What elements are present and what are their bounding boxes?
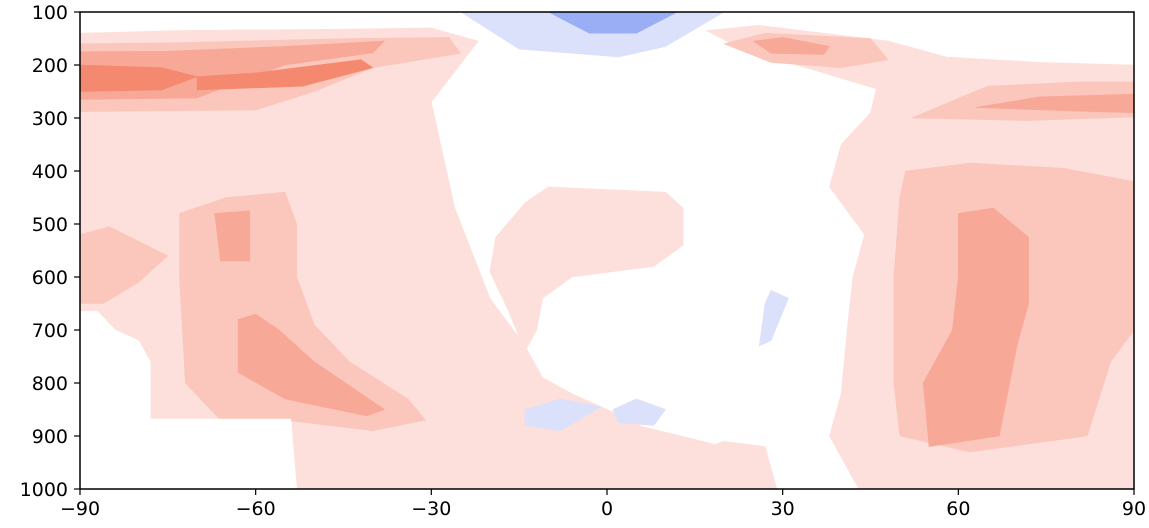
- y-tick-label: 500: [32, 214, 68, 236]
- contour-region-level-neg1-20: [524, 398, 602, 432]
- y-tick-label: 1000: [20, 479, 68, 501]
- y-tick-label: 700: [32, 320, 68, 342]
- plot-area: [80, 12, 1134, 489]
- contour-region-level-pos3-15: [922, 207, 1029, 447]
- contour-region-level-pos1-2: [489, 186, 684, 352]
- x-tick-label: 0: [601, 498, 613, 520]
- contour-region-masked-26: [80, 418, 298, 489]
- contour-region-level-neg2-23: [548, 12, 678, 34]
- contour-region-level-neg1-18: [460, 12, 725, 58]
- contour-region-level-pos2-6: [80, 226, 169, 304]
- y-tick-label: 200: [32, 55, 68, 77]
- y-tick-label: 600: [32, 267, 68, 289]
- contour-region-level-pos3-13: [753, 37, 830, 55]
- x-tick-label: −60: [236, 498, 276, 520]
- contour-region-level-pos3-14: [975, 93, 1134, 113]
- contour-region-level-pos3-12: [214, 210, 251, 262]
- y-tick-label: 400: [32, 161, 68, 183]
- contour-region-level-pos1-3: [665, 440, 778, 489]
- x-tick-label: −30: [411, 498, 451, 520]
- y-tick-label: 100: [32, 2, 68, 24]
- y-tick-label: 300: [32, 108, 68, 130]
- x-tick-label: 60: [946, 498, 970, 520]
- contour-region-level-pos4-17: [196, 59, 374, 91]
- y-axis: 100 200 300 400 500 600 700 800 900 1000: [20, 2, 80, 501]
- contour-region-level-pos4-16: [80, 64, 198, 92]
- y-tick-label: 800: [32, 373, 68, 395]
- x-tick-label: 90: [1122, 498, 1146, 520]
- contour-region-level-pos3-11: [237, 313, 385, 417]
- x-tick-label: 30: [771, 498, 795, 520]
- y-tick-label: 900: [32, 426, 68, 448]
- x-tick-label: −90: [60, 498, 100, 520]
- x-axis: −90 −60 −30 0 30 60 90: [60, 489, 1146, 520]
- contour-region-level-neg1-21: [612, 398, 666, 426]
- contour-region-level-neg1-19: [758, 289, 789, 347]
